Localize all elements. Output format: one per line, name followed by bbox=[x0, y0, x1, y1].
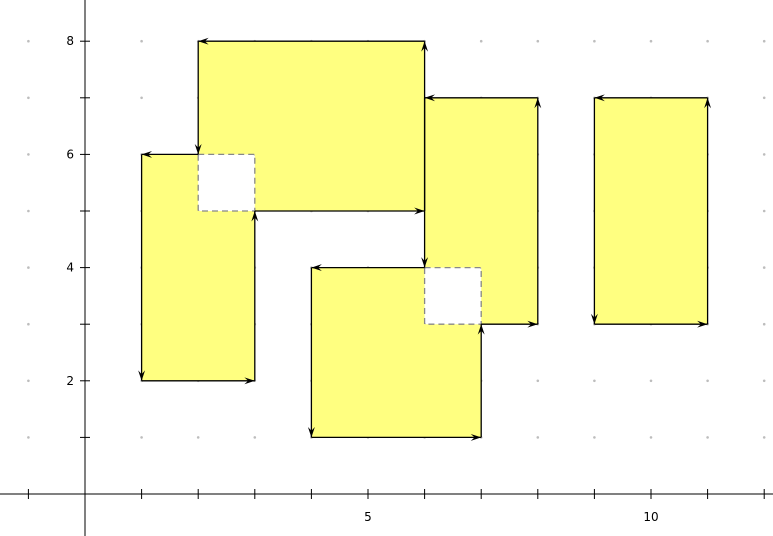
grid-dot bbox=[763, 97, 766, 100]
grid-dot bbox=[593, 40, 596, 43]
grid-dot bbox=[706, 40, 709, 43]
grid-dot bbox=[27, 153, 30, 156]
grid-dot bbox=[650, 380, 653, 383]
grid-dot bbox=[197, 436, 200, 439]
grid-dot bbox=[763, 436, 766, 439]
grid-dot bbox=[140, 436, 143, 439]
rect-center-right bbox=[425, 98, 538, 324]
y-tick-label: 6 bbox=[66, 147, 74, 161]
grid-dot bbox=[27, 210, 30, 213]
grid-dot bbox=[537, 40, 540, 43]
grid-dot bbox=[140, 97, 143, 100]
grid-dot bbox=[480, 40, 483, 43]
grid-dot bbox=[140, 40, 143, 43]
grid-dot bbox=[27, 266, 30, 269]
grid-dot bbox=[27, 40, 30, 43]
grid-dot bbox=[27, 97, 30, 100]
grid-dot bbox=[27, 323, 30, 326]
x-tick-label: 10 bbox=[643, 510, 658, 524]
grid-dot bbox=[593, 436, 596, 439]
grid-dot bbox=[706, 380, 709, 383]
y-tick-label: 8 bbox=[66, 34, 74, 48]
grid-dot bbox=[537, 380, 540, 383]
rect-middle bbox=[311, 268, 481, 438]
x-tick-label: 5 bbox=[364, 510, 372, 524]
grid-dot bbox=[593, 380, 596, 383]
grid-dot bbox=[763, 210, 766, 213]
grid-dot bbox=[763, 323, 766, 326]
grid-dot bbox=[27, 380, 30, 383]
grid-dot bbox=[763, 153, 766, 156]
grid-dot bbox=[537, 436, 540, 439]
y-tick-label: 2 bbox=[66, 374, 74, 388]
grid-dot bbox=[763, 380, 766, 383]
dashed-square bbox=[425, 268, 482, 325]
rect-far-right bbox=[594, 98, 707, 324]
grid-dot bbox=[706, 436, 709, 439]
grid-dot bbox=[27, 436, 30, 439]
grid-dot bbox=[763, 40, 766, 43]
grid-dot bbox=[650, 436, 653, 439]
y-tick-label: 4 bbox=[66, 261, 74, 275]
grid-dot bbox=[763, 266, 766, 269]
grid-dot bbox=[254, 436, 257, 439]
grid-dot bbox=[650, 40, 653, 43]
dashed-square bbox=[198, 154, 255, 211]
rect-top bbox=[198, 41, 424, 211]
